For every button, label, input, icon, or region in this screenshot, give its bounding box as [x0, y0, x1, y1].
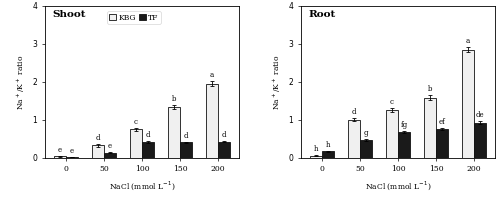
- Y-axis label: Na$^+$/K$^+$ ratio: Na$^+$/K$^+$ ratio: [14, 54, 27, 110]
- Text: e: e: [58, 146, 62, 154]
- Bar: [92, 145, 104, 158]
- Text: c: c: [390, 98, 394, 106]
- Bar: [168, 107, 180, 158]
- Bar: [218, 142, 230, 158]
- Text: b: b: [428, 85, 432, 93]
- Text: b: b: [172, 95, 176, 103]
- Text: fg: fg: [400, 121, 407, 129]
- Text: d: d: [146, 131, 150, 139]
- Text: a: a: [466, 37, 470, 45]
- Text: h: h: [314, 145, 318, 153]
- Bar: [66, 157, 78, 158]
- Bar: [360, 140, 372, 158]
- Bar: [398, 132, 410, 158]
- Text: e: e: [108, 142, 112, 150]
- Text: g: g: [364, 129, 368, 137]
- Text: c: c: [134, 118, 138, 126]
- Bar: [436, 129, 448, 158]
- X-axis label: NaCl (mmol L$^{-1}$): NaCl (mmol L$^{-1}$): [108, 179, 175, 191]
- Text: de: de: [476, 111, 484, 119]
- Bar: [424, 98, 436, 158]
- Y-axis label: Na$^+$/K$^+$ ratio: Na$^+$/K$^+$ ratio: [270, 54, 283, 110]
- Bar: [474, 123, 486, 158]
- Bar: [142, 142, 154, 158]
- Text: a: a: [210, 72, 214, 79]
- Legend: KBG, TF: KBG, TF: [107, 11, 161, 24]
- Bar: [462, 49, 474, 158]
- Text: d: d: [352, 108, 356, 116]
- Bar: [310, 156, 322, 158]
- Text: d: d: [96, 134, 100, 142]
- Text: e: e: [70, 147, 74, 155]
- Bar: [386, 110, 398, 158]
- Text: d: d: [184, 132, 188, 140]
- Text: Root: Root: [309, 10, 336, 20]
- Bar: [180, 142, 192, 158]
- Bar: [104, 153, 116, 158]
- Bar: [54, 156, 66, 158]
- Text: Shoot: Shoot: [53, 10, 86, 20]
- Text: h: h: [326, 141, 330, 149]
- Text: ef: ef: [438, 118, 446, 126]
- X-axis label: NaCl (mmol L$^{-1}$): NaCl (mmol L$^{-1}$): [365, 179, 432, 191]
- Bar: [130, 129, 142, 158]
- Bar: [348, 120, 360, 158]
- Bar: [206, 84, 218, 158]
- Text: d: d: [222, 131, 226, 139]
- Bar: [322, 151, 334, 158]
